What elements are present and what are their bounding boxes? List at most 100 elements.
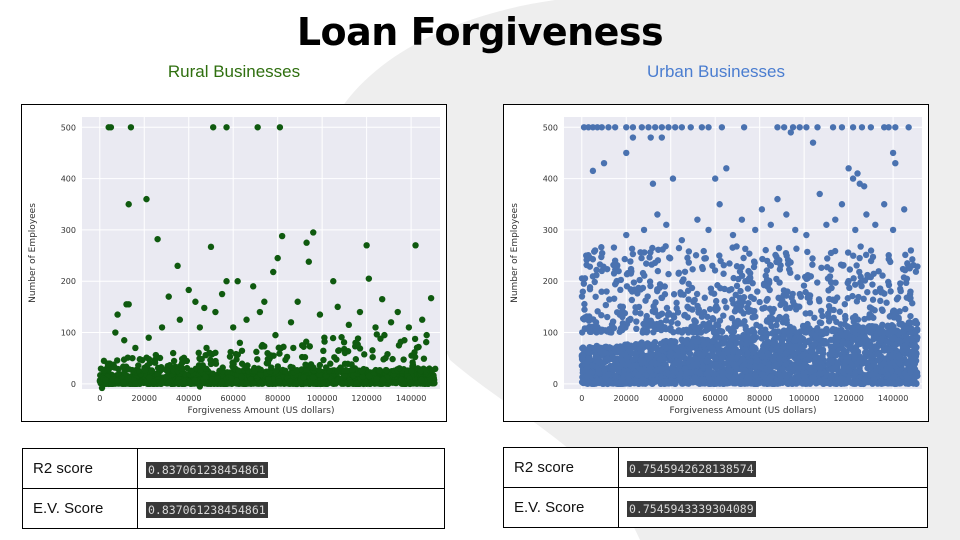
data-point — [188, 367, 195, 374]
data-point — [674, 320, 681, 327]
data-point — [832, 341, 839, 349]
data-point — [788, 348, 795, 355]
data-point — [650, 329, 657, 336]
data-point — [235, 367, 242, 374]
data-point — [202, 373, 209, 380]
data-point — [715, 349, 722, 357]
data-point — [769, 380, 776, 387]
data-point — [232, 350, 240, 358]
data-point — [667, 340, 675, 347]
data-point — [632, 304, 639, 311]
data-point — [861, 376, 869, 383]
data-point — [98, 384, 106, 392]
data-point — [603, 288, 610, 295]
data-point — [298, 342, 306, 349]
data-point — [806, 347, 814, 355]
data-point — [174, 262, 181, 270]
data-point — [365, 275, 373, 282]
rural-subtitle: Rural Businesses — [167, 62, 301, 81]
data-point — [596, 261, 604, 268]
data-point — [598, 249, 606, 257]
data-point — [862, 251, 870, 259]
data-point — [720, 312, 727, 319]
data-point — [666, 254, 673, 261]
data-point — [320, 379, 327, 386]
data-point — [598, 244, 605, 251]
data-point — [766, 375, 773, 382]
data-point — [753, 321, 760, 329]
data-point — [125, 301, 132, 308]
data-point — [898, 320, 906, 328]
data-point — [885, 278, 892, 286]
data-point — [716, 362, 724, 370]
data-point — [764, 350, 772, 358]
data-point — [809, 261, 816, 268]
data-point — [335, 347, 342, 354]
data-point — [699, 265, 706, 273]
data-point — [830, 314, 837, 321]
data-point — [132, 380, 139, 388]
data-point — [911, 374, 918, 381]
data-point — [726, 260, 733, 267]
data-point — [907, 312, 914, 320]
y-tick-label: 300 — [543, 226, 558, 235]
data-point — [320, 347, 327, 355]
y-tick-label: 0 — [71, 380, 76, 389]
data-point — [104, 361, 112, 368]
data-point — [686, 356, 694, 364]
data-point — [910, 261, 917, 269]
data-point — [656, 356, 664, 363]
data-point — [880, 379, 887, 387]
data-point — [580, 280, 588, 287]
x-tick-label: 120000 — [833, 394, 864, 403]
data-point — [322, 364, 330, 371]
data-point — [699, 363, 707, 371]
data-point — [759, 255, 766, 263]
data-point — [412, 242, 419, 249]
data-point — [832, 326, 839, 333]
data-point — [209, 124, 217, 131]
data-point — [643, 260, 650, 267]
data-point — [227, 348, 234, 356]
y-tick-label: 500 — [543, 123, 558, 132]
data-point — [720, 340, 727, 347]
data-point — [691, 374, 698, 382]
data-point — [870, 336, 877, 343]
data-point — [766, 277, 773, 285]
data-point — [834, 359, 841, 367]
data-point — [633, 325, 640, 333]
data-point — [582, 366, 590, 373]
data-point — [286, 377, 294, 385]
data-point — [276, 124, 284, 131]
data-point — [751, 363, 759, 370]
data-point — [738, 372, 745, 379]
data-point — [730, 300, 737, 307]
data-point — [888, 353, 895, 361]
data-point — [225, 380, 232, 387]
data-point — [230, 324, 237, 331]
data-point — [881, 360, 888, 367]
data-point — [910, 347, 917, 355]
data-point — [762, 246, 769, 254]
data-point — [890, 373, 898, 380]
data-point — [321, 334, 328, 341]
data-point — [586, 286, 594, 293]
data-point — [675, 244, 683, 252]
data-point — [792, 336, 799, 344]
data-point — [738, 302, 745, 310]
data-point — [637, 249, 644, 256]
data-point — [747, 373, 754, 380]
data-point — [894, 337, 902, 344]
data-point — [670, 291, 678, 298]
data-point — [673, 305, 680, 312]
data-point — [657, 319, 665, 327]
data-point — [272, 367, 280, 375]
data-point — [238, 347, 246, 354]
data-point — [272, 331, 279, 339]
data-point — [419, 316, 426, 323]
data-point — [801, 273, 809, 281]
data-point — [685, 296, 692, 303]
data-point — [828, 372, 835, 379]
data-point — [816, 364, 824, 371]
data-point — [603, 265, 611, 273]
